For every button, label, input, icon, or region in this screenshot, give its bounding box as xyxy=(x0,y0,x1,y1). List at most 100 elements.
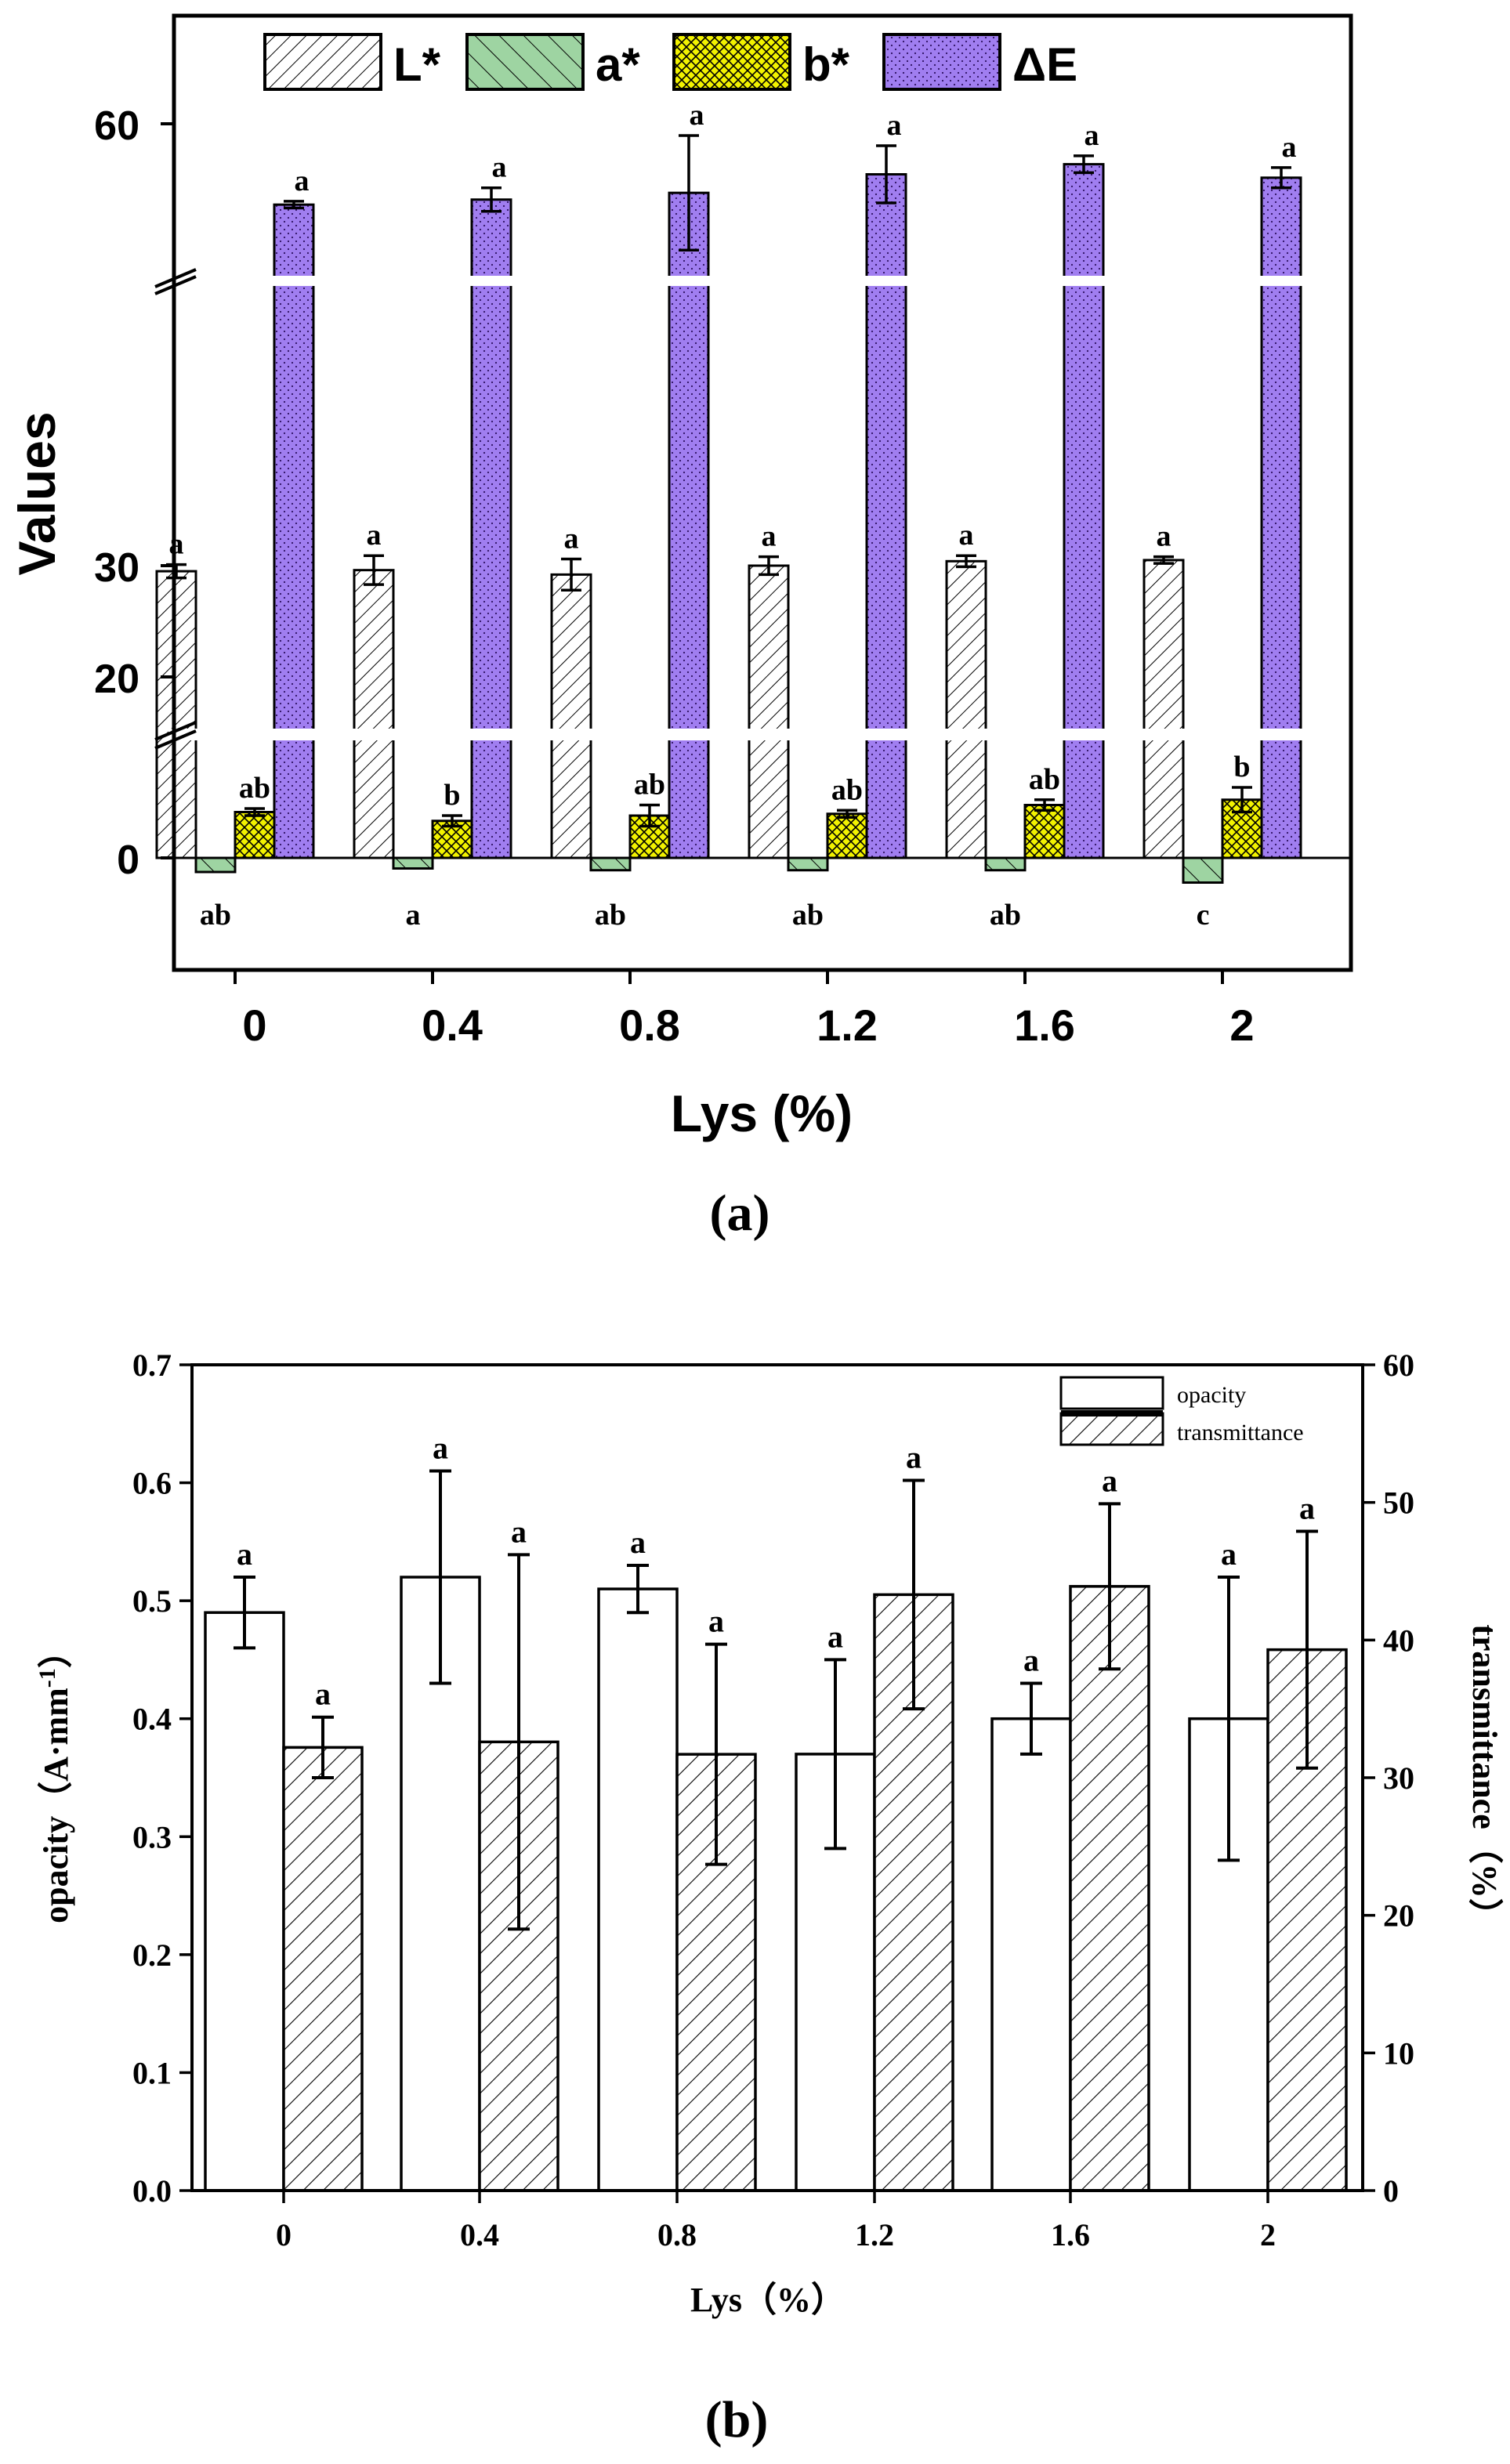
bar-a-1.6 xyxy=(984,856,1027,872)
chart-b-y-axis-title-main: opacity（A·mm xyxy=(37,1688,75,1923)
x-tick-label-1.2: 1.2 xyxy=(855,2217,894,2252)
chart-a-plot-frame xyxy=(172,13,1353,972)
bar-delta-e-1.2 xyxy=(865,173,907,859)
letter-opacity-1.6: a xyxy=(1023,1643,1039,1678)
y-tick-label-0: 0 xyxy=(117,838,139,883)
chart-a-legend: L* a* b* ΔE xyxy=(263,33,1077,91)
y2-tick-label-0: 0 xyxy=(1383,2173,1399,2209)
letter-transmittance-1.2: a xyxy=(906,1440,922,1475)
letter-transmittance-1.6: a xyxy=(1102,1463,1117,1498)
legend-swatch-transmittance-bar xyxy=(1061,1410,1163,1417)
letter-delta-e-2: a xyxy=(1282,131,1297,164)
bar-opacity-1.6 xyxy=(990,1717,1072,2192)
y-tick-label-0.6: 0.6 xyxy=(132,1466,172,1501)
chart-a-bars xyxy=(155,163,1302,884)
letter-l-0: a xyxy=(169,528,184,561)
letter-a-0.8: ab xyxy=(595,899,626,932)
chart-b-y2-axis-title: transmittance（%） xyxy=(1465,1624,1504,1933)
letter-delta-e-0: a xyxy=(295,165,310,197)
letter-opacity-0.4: a xyxy=(433,1431,448,1466)
x-tick-label-1.6: 1.6 xyxy=(1014,1000,1075,1050)
letter-transmittance-0.4: a xyxy=(511,1514,527,1549)
chart-b-y-axis-title-close: ） xyxy=(37,1634,75,1668)
x-tick-label-1.2: 1.2 xyxy=(817,1000,878,1050)
letter-l-0.4: a xyxy=(367,519,382,552)
x-tick-label-0: 0 xyxy=(242,1000,266,1050)
chart-a-significance-letters: a a a a a a ab a ab ab ab c ab b ab ab ab b a a a a a a xyxy=(169,99,1297,932)
legend-label-delta-e: ΔE xyxy=(1012,38,1077,91)
x-tick-label-0.4: 0.4 xyxy=(422,1000,483,1050)
bar-transmittance-0 xyxy=(282,1746,364,2192)
y-tick-label-0.0: 0.0 xyxy=(132,2173,172,2209)
x-tick-label-0.4: 0.4 xyxy=(460,2217,499,2252)
chart-a-axis-break-gaps xyxy=(154,268,1358,750)
legend-label-a: a* xyxy=(596,38,640,91)
chart-b-error-bars xyxy=(234,1469,1318,1931)
letter-delta-e-0.8: a xyxy=(690,99,704,132)
legend-swatch-opacity xyxy=(1059,1376,1164,1410)
axis-break-gap-2 xyxy=(168,276,1358,286)
x-tick-label-2: 2 xyxy=(1260,2217,1276,2252)
letter-a-1.2: ab xyxy=(792,899,824,932)
chart-b-y-axis-title-superscript: -1 xyxy=(34,1668,60,1688)
bar-transmittance-1.6 xyxy=(1069,1585,1150,2192)
chart-b-x-axis-title: Lys（%） xyxy=(690,2281,846,2319)
legend-swatch-b xyxy=(672,33,791,91)
y2-tick-label-10: 10 xyxy=(1383,2035,1414,2071)
y-tick-label-0.1: 0.1 xyxy=(132,2055,172,2090)
chart-b-significance-letters: a a a a a a a a a a a a xyxy=(237,1431,1315,1712)
bar-delta-e-0.8 xyxy=(668,191,710,859)
chart-b-legend: opacity transmittance xyxy=(1059,1376,1304,1446)
letter-opacity-1.2: a xyxy=(827,1619,843,1654)
letter-transmittance-0.8: a xyxy=(708,1604,724,1639)
chart-a-axes: 0 20 30 60 0 0.4 0.8 1.2 1.6 2 xyxy=(94,103,1351,1050)
bar-a-1.2 xyxy=(787,856,829,872)
bar-l-2 xyxy=(1142,559,1185,859)
chart-b-panel-label: (b) xyxy=(705,2391,769,2448)
y-tick-label-60: 60 xyxy=(94,103,139,149)
bar-delta-e-1.6 xyxy=(1063,163,1105,859)
bar-delta-e-0 xyxy=(273,203,315,859)
y2-tick-label-30: 30 xyxy=(1383,1760,1414,1796)
bar-opacity-0.8 xyxy=(597,1587,679,2192)
bar-a-0 xyxy=(194,856,237,874)
bar-a-2 xyxy=(1182,856,1224,884)
letter-opacity-0.8: a xyxy=(630,1525,646,1560)
chart-b-bars xyxy=(204,1576,1348,2192)
bar-b-1.6 xyxy=(1023,804,1066,859)
chart-a-y-axis-title: Values xyxy=(8,411,66,575)
bar-delta-e-0.4 xyxy=(470,198,512,859)
x-tick-label-1.6: 1.6 xyxy=(1051,2217,1090,2252)
letter-a-0: ab xyxy=(200,899,231,932)
chart-b-y-axis-title: opacity（A·mm-1） xyxy=(34,1634,76,1923)
letter-delta-e-1.6: a xyxy=(1085,119,1099,152)
bar-opacity-0 xyxy=(204,1611,285,2192)
legend-swatch-a xyxy=(465,33,585,91)
bar-l-1.2 xyxy=(748,564,790,859)
letter-b-1.2: ab xyxy=(831,773,863,806)
bar-l-0.8 xyxy=(550,573,592,859)
letter-a-0.4: a xyxy=(406,899,421,932)
letter-b-2: b xyxy=(1233,751,1250,783)
chart-b-plot-frame xyxy=(190,1363,1364,2192)
bar-b-0 xyxy=(234,811,276,859)
y-tick-label-0.5: 0.5 xyxy=(132,1583,172,1619)
y2-tick-label-20: 20 xyxy=(1383,1898,1414,1934)
y-tick-label-0.2: 0.2 xyxy=(132,1938,172,1973)
letter-transmittance-0: a xyxy=(315,1677,331,1712)
legend-swatch-delta-e xyxy=(882,33,1001,91)
chart-a-error-bars xyxy=(166,134,1291,828)
letter-b-0.8: ab xyxy=(634,769,665,801)
letter-l-0.8: a xyxy=(564,522,579,555)
bar-l-0 xyxy=(155,570,197,859)
legend-label-b: b* xyxy=(802,38,850,91)
bar-a-0.8 xyxy=(589,856,632,872)
chart-b: a a a a a a a a a a a a 0.0 0.1 0.2 0.3 0.4 0.5 0.6 0.7 0 10… xyxy=(34,1348,1505,2448)
legend-label-opacity: opacity xyxy=(1177,1382,1246,1408)
y-tick-label-20: 20 xyxy=(94,657,139,702)
y2-tick-label-60: 60 xyxy=(1383,1348,1414,1383)
bar-l-0.4 xyxy=(353,569,395,859)
chart-b-axes: 0.0 0.1 0.2 0.3 0.4 0.5 0.6 0.7 0 10 20 30 40 50 60 0 0.… xyxy=(132,1348,1414,2252)
letter-opacity-2: a xyxy=(1221,1536,1237,1572)
letter-b-0.4: b xyxy=(444,779,460,812)
